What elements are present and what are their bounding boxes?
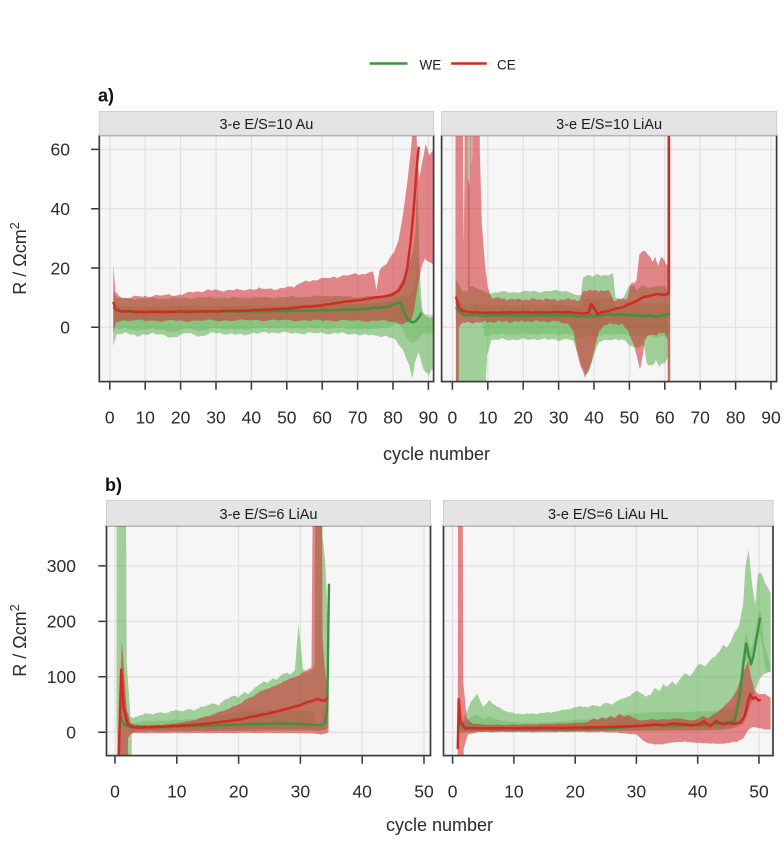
svg-text:40: 40 bbox=[688, 782, 708, 802]
svg-text:30: 30 bbox=[627, 782, 647, 802]
svg-text:3-e E/S=6 LiAu: 3-e E/S=6 LiAu bbox=[220, 507, 318, 523]
svg-text:20: 20 bbox=[51, 258, 71, 278]
svg-text:3-e E/S=10 LiAu: 3-e E/S=10 LiAu bbox=[556, 117, 662, 133]
svg-text:30: 30 bbox=[549, 408, 569, 428]
svg-text:70: 70 bbox=[690, 408, 710, 428]
svg-text:WE: WE bbox=[420, 58, 442, 73]
svg-text:0: 0 bbox=[60, 318, 70, 338]
svg-text:60: 60 bbox=[655, 408, 675, 428]
svg-text:20: 20 bbox=[565, 782, 585, 802]
svg-text:20: 20 bbox=[229, 782, 249, 802]
svg-text:200: 200 bbox=[47, 612, 76, 632]
svg-text:30: 30 bbox=[291, 782, 311, 802]
svg-text:30: 30 bbox=[206, 408, 226, 428]
svg-text:CE: CE bbox=[497, 58, 516, 73]
svg-text:90: 90 bbox=[761, 408, 781, 428]
svg-text:10: 10 bbox=[135, 408, 155, 428]
svg-text:10: 10 bbox=[478, 408, 498, 428]
svg-text:40: 40 bbox=[584, 408, 604, 428]
svg-text:0: 0 bbox=[105, 408, 115, 428]
svg-text:50: 50 bbox=[277, 408, 297, 428]
svg-text:3-e E/S=6 LiAu HL: 3-e E/S=6 LiAu HL bbox=[548, 507, 669, 523]
svg-text:R / Ωcm2: R / Ωcm2 bbox=[8, 222, 30, 294]
svg-text:20: 20 bbox=[513, 408, 533, 428]
svg-text:50: 50 bbox=[749, 782, 769, 802]
svg-text:cycle number: cycle number bbox=[386, 815, 493, 835]
svg-text:10: 10 bbox=[504, 782, 524, 802]
svg-text:0: 0 bbox=[66, 723, 76, 743]
svg-text:80: 80 bbox=[726, 408, 746, 428]
svg-text:80: 80 bbox=[383, 408, 403, 428]
svg-text:40: 40 bbox=[242, 408, 262, 428]
svg-text:b): b) bbox=[105, 475, 122, 495]
svg-text:60: 60 bbox=[51, 140, 71, 160]
svg-text:50: 50 bbox=[620, 408, 640, 428]
svg-text:0: 0 bbox=[448, 408, 458, 428]
svg-text:300: 300 bbox=[47, 556, 76, 576]
svg-text:cycle number: cycle number bbox=[383, 444, 490, 464]
svg-text:100: 100 bbox=[47, 667, 76, 687]
svg-text:70: 70 bbox=[348, 408, 368, 428]
svg-text:0: 0 bbox=[448, 782, 458, 802]
svg-text:a): a) bbox=[98, 86, 114, 106]
svg-text:60: 60 bbox=[312, 408, 332, 428]
svg-text:20: 20 bbox=[171, 408, 191, 428]
svg-text:90: 90 bbox=[419, 408, 439, 428]
svg-text:R / Ωcm2: R / Ωcm2 bbox=[8, 604, 30, 676]
svg-text:40: 40 bbox=[51, 199, 71, 219]
svg-text:3-e E/S=10 Au: 3-e E/S=10 Au bbox=[219, 117, 313, 133]
svg-text:50: 50 bbox=[414, 782, 434, 802]
svg-text:10: 10 bbox=[167, 782, 187, 802]
svg-text:40: 40 bbox=[352, 782, 372, 802]
svg-text:0: 0 bbox=[110, 782, 120, 802]
